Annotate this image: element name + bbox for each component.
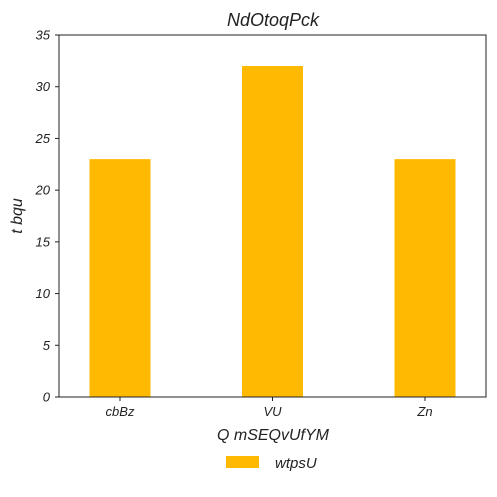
y-tick-label: 5 xyxy=(43,338,51,353)
x-axis: cbBz VU Zn xyxy=(106,397,433,419)
y-tick-label: 10 xyxy=(36,286,51,301)
bar-VU xyxy=(242,66,303,398)
x-tick-label: cbBz xyxy=(106,404,135,419)
chart-title: NdOtoqPck xyxy=(227,10,320,30)
y-tick-label: 20 xyxy=(35,183,51,198)
y-tick-label: 0 xyxy=(43,390,51,405)
y-axis: 0 5 10 15 20 25 30 35 xyxy=(35,28,59,405)
x-tick-label: Zn xyxy=(416,404,432,419)
x-tick-label: VU xyxy=(263,404,282,419)
plot-area xyxy=(89,66,456,398)
y-axis-label: t bqu xyxy=(9,198,26,234)
bar-Zn xyxy=(394,159,456,397)
legend: wtpsU xyxy=(226,455,317,472)
legend-label: wtpsU xyxy=(275,455,317,472)
y-tick-label: 35 xyxy=(36,28,51,43)
legend-swatch xyxy=(226,456,259,468)
bar-cbBz xyxy=(89,159,151,397)
x-axis-label: Q mSEQvUfYM xyxy=(217,427,330,444)
y-tick-label: 25 xyxy=(35,131,51,146)
y-tick-label: 15 xyxy=(36,234,51,249)
y-tick-label: 30 xyxy=(36,79,51,94)
